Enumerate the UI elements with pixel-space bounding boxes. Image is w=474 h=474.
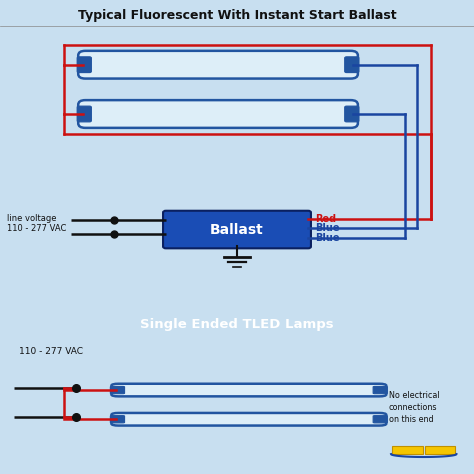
Text: Blue: Blue [315, 223, 340, 233]
Text: Blue: Blue [315, 233, 340, 243]
FancyBboxPatch shape [345, 106, 359, 122]
FancyBboxPatch shape [110, 386, 125, 394]
Text: Red: Red [315, 214, 337, 224]
Text: line voltage
110 - 277 VAC: line voltage 110 - 277 VAC [7, 214, 66, 233]
FancyBboxPatch shape [345, 57, 359, 73]
FancyBboxPatch shape [77, 106, 91, 122]
Text: 110 - 277 VAC: 110 - 277 VAC [19, 347, 83, 356]
FancyBboxPatch shape [111, 413, 386, 426]
Text: Ballast: Ballast [210, 222, 264, 237]
FancyBboxPatch shape [78, 100, 358, 128]
FancyBboxPatch shape [373, 386, 387, 394]
FancyBboxPatch shape [110, 416, 125, 423]
FancyBboxPatch shape [78, 51, 358, 79]
Text: No electrical
connections
on this end: No electrical connections on this end [389, 392, 439, 424]
FancyBboxPatch shape [111, 384, 386, 396]
FancyBboxPatch shape [373, 416, 387, 423]
FancyBboxPatch shape [77, 57, 91, 73]
FancyBboxPatch shape [392, 446, 423, 455]
FancyBboxPatch shape [163, 211, 311, 248]
Text: Typical Fluorescent With Instant Start Ballast: Typical Fluorescent With Instant Start B… [78, 9, 396, 22]
FancyBboxPatch shape [425, 446, 455, 455]
Text: Single Ended TLED Lamps: Single Ended TLED Lamps [140, 318, 334, 331]
